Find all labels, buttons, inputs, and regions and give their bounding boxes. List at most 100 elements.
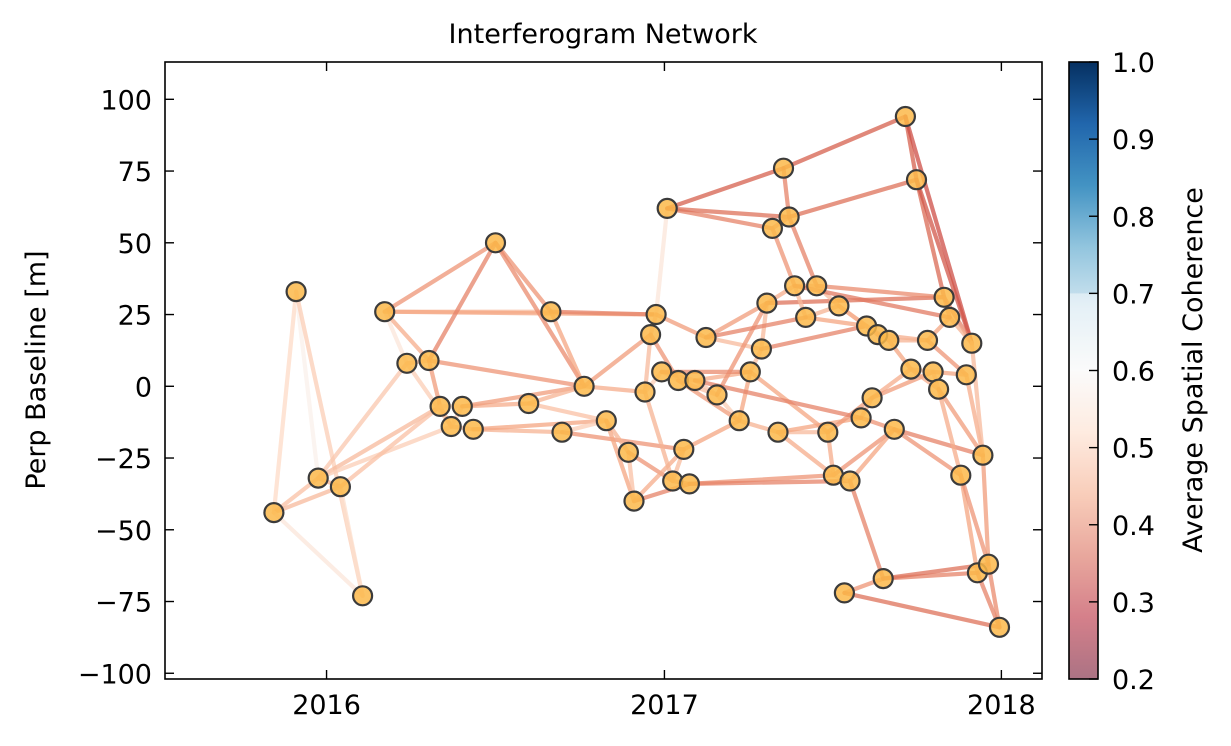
acquisition-point <box>739 361 761 383</box>
acquisition-point <box>839 470 861 492</box>
acquisition-point <box>833 582 856 604</box>
interferogram-edge <box>936 387 986 458</box>
acquisition-point <box>905 169 928 191</box>
acquisition-point <box>484 232 507 254</box>
y-tick-label: −25 <box>95 444 152 475</box>
acquisition-point <box>307 467 329 489</box>
colorbar-tick-label: 0.5 <box>1112 434 1155 465</box>
interferogram-edge <box>653 206 670 317</box>
interferogram-edge <box>958 473 980 575</box>
colorbar-tick-label: 1.0 <box>1112 48 1155 79</box>
y-tick-label: 0 <box>135 372 152 403</box>
interferogram-edge <box>714 301 770 397</box>
interferogram-edge <box>986 562 1002 630</box>
acquisition-point <box>451 395 473 417</box>
acquisition-point <box>961 332 983 354</box>
plot-frame <box>164 61 1043 680</box>
interferogram-edge <box>914 177 974 346</box>
colorbar-tick-label: 0.8 <box>1112 202 1155 233</box>
y-tick-label: 100 <box>100 85 152 116</box>
acquisition-point <box>767 421 789 443</box>
acquisition-point <box>795 306 817 328</box>
interferogram-edge <box>316 361 409 481</box>
interferogram-edge <box>703 301 770 340</box>
acquisition-point <box>933 286 955 308</box>
acquisition-point <box>783 275 806 297</box>
colorbar-tick-label: 0.2 <box>1112 665 1155 696</box>
acquisition-point <box>440 415 462 438</box>
acquisition-point <box>878 329 900 351</box>
interferogram-edge <box>548 309 587 389</box>
acquisition-point <box>645 303 667 326</box>
edges-layer <box>271 114 1002 630</box>
interferogram-edge <box>426 358 587 389</box>
interferogram-edge <box>775 430 836 478</box>
y-axis-ticks: −100 −75 −50 −25 0 25 50 75 100 <box>78 85 1042 690</box>
acquisition-point <box>950 464 972 486</box>
acquisition-point <box>772 157 795 179</box>
interferogram-edge <box>781 114 908 171</box>
interferogram-edge <box>642 389 675 484</box>
acquisition-point <box>916 329 939 351</box>
acquisition-point <box>861 387 883 409</box>
interferogram-edge <box>842 590 1002 630</box>
y-tick-label: 50 <box>118 229 152 260</box>
colorbar-tick-label: 0.4 <box>1112 511 1155 542</box>
acquisition-point <box>573 375 595 397</box>
colorbar-ticks: 0.2 0.3 0.4 0.5 0.6 0.7 0.8 0.9 1.0 <box>1089 48 1155 696</box>
acquisition-point <box>639 324 662 346</box>
acquisition-point <box>551 421 573 443</box>
acquisition-point <box>617 441 640 463</box>
interferogram-edge <box>294 289 321 481</box>
acquisition-point <box>352 585 374 607</box>
acquisition-point <box>540 301 562 323</box>
nodes-layer <box>263 105 1011 638</box>
acquisition-point <box>900 358 922 380</box>
acquisition-point <box>684 369 706 392</box>
acquisition-point <box>988 616 1011 638</box>
acquisition-point <box>678 473 701 495</box>
interferogram-edge <box>892 427 963 478</box>
acquisition-point <box>883 418 905 440</box>
y-tick-label: −100 <box>78 659 152 690</box>
interferogram-edge <box>548 309 659 317</box>
interferogram-edge <box>665 206 792 220</box>
acquisition-point <box>872 567 894 590</box>
interferogram-edge <box>847 478 886 581</box>
acquisition-point <box>673 438 695 460</box>
acquisition-point <box>756 292 778 314</box>
acquisition-point <box>806 275 828 297</box>
x-tick-label: 2018 <box>967 690 1036 721</box>
interferogram-edge <box>271 484 343 515</box>
acquisition-point <box>651 361 673 383</box>
interferogram-edge <box>382 309 432 363</box>
interferogram-edge <box>382 240 498 314</box>
acquisition-point <box>927 378 950 400</box>
interferogram-edge <box>814 283 947 300</box>
interferogram-edge <box>581 332 653 389</box>
y-tick-label: 75 <box>118 157 152 188</box>
interferogram-edge <box>958 473 991 567</box>
acquisition-point <box>894 105 917 128</box>
colorbar-tick-label: 0.9 <box>1112 125 1155 156</box>
acquisition-point <box>828 295 850 317</box>
interferogram-edge <box>631 447 686 504</box>
y-tick-label: 25 <box>118 301 152 332</box>
interferogram-edge <box>969 341 986 458</box>
acquisition-point <box>955 364 977 386</box>
acquisition-point <box>939 306 961 328</box>
interferogram-edge <box>786 177 919 220</box>
interferogram-edge <box>936 387 963 478</box>
acquisition-point <box>623 490 645 512</box>
interferogram-edge <box>471 418 609 432</box>
chart-title: Interferogram Network <box>449 19 758 50</box>
acquisition-point <box>695 326 717 349</box>
acquisition-point <box>418 349 440 372</box>
x-tick-label: 2016 <box>292 690 361 721</box>
y-tick-label: −75 <box>95 588 152 619</box>
acquisition-point <box>972 444 994 466</box>
acquisition-point <box>263 501 285 524</box>
interferogram-edge <box>703 315 808 340</box>
